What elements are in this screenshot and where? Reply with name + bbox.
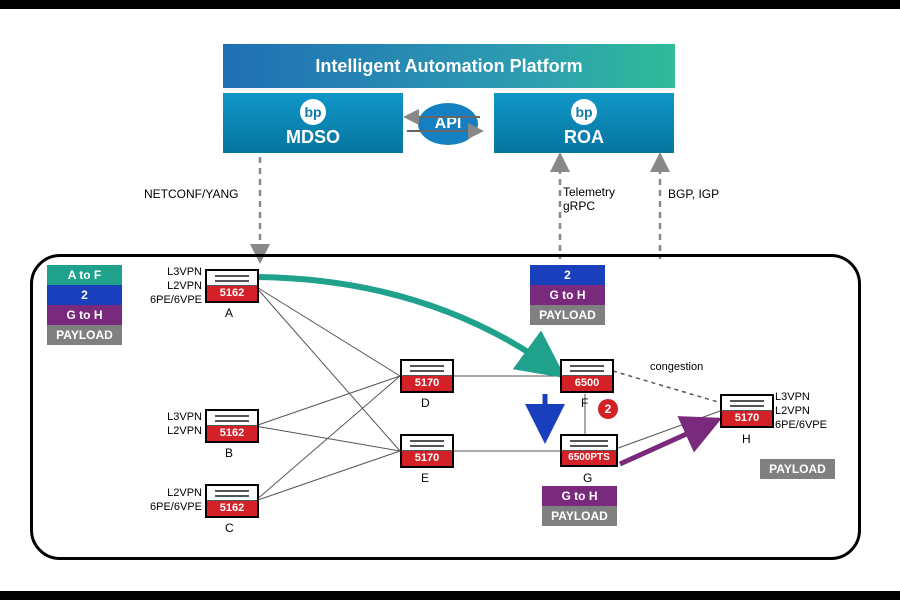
legend-row: PAYLOAD bbox=[542, 506, 617, 526]
router-num: 6500 bbox=[562, 376, 612, 391]
router-num: 6500PTS bbox=[562, 451, 616, 465]
roa-label: ROA bbox=[564, 127, 604, 148]
legend-row: PAYLOAD bbox=[47, 325, 122, 345]
router-g-name: G bbox=[583, 471, 592, 485]
router-a: 5162 bbox=[205, 269, 259, 303]
router-d: 5170 bbox=[400, 359, 454, 393]
router-num: 5170 bbox=[402, 451, 452, 466]
legend-row: PAYLOAD bbox=[530, 305, 605, 325]
congestion-label: congestion bbox=[650, 361, 703, 373]
legend-bottom-right: PAYLOAD bbox=[760, 459, 835, 479]
router-d-name: D bbox=[421, 396, 430, 410]
router-c: 5162 bbox=[205, 484, 259, 518]
mdso-label: MDSO bbox=[286, 127, 340, 148]
router-num: 5170 bbox=[402, 376, 452, 391]
router-num: 5170 bbox=[722, 411, 772, 426]
router-g: 6500PTS bbox=[560, 434, 618, 467]
router-b-name: B bbox=[225, 446, 233, 460]
netconf-label: NETCONF/YANG bbox=[144, 187, 238, 201]
legend-row: 2 bbox=[530, 265, 605, 285]
router-num: 5162 bbox=[207, 501, 257, 516]
legend-row: G to H bbox=[530, 285, 605, 305]
router-h: 5170 bbox=[720, 394, 774, 428]
mdso-module: bp MDSO bbox=[223, 93, 403, 153]
bgp-label: BGP, IGP bbox=[668, 187, 719, 201]
api-oval: API bbox=[418, 103, 478, 145]
roa-module: bp ROA bbox=[494, 93, 674, 153]
router-f-name: F bbox=[581, 396, 588, 410]
platform-title: Intelligent Automation Platform bbox=[223, 44, 675, 88]
router-num: 5162 bbox=[207, 286, 257, 301]
legend-top-right: 2 G to H PAYLOAD bbox=[530, 265, 605, 325]
router-b-labels: L3VPN L2VPN bbox=[147, 410, 202, 438]
legend-left: A to F 2 G to H PAYLOAD bbox=[47, 265, 122, 345]
router-c-name: C bbox=[225, 521, 234, 535]
router-c-labels: L2VPN 6PE/6VPE bbox=[147, 486, 202, 514]
router-b: 5162 bbox=[205, 409, 259, 443]
legend-row: PAYLOAD bbox=[760, 459, 835, 479]
router-a-labels: L3VPN L2VPN 6PE/6VPE bbox=[147, 265, 202, 307]
router-h-name: H bbox=[742, 432, 751, 446]
legend-row: G to H bbox=[47, 305, 122, 325]
legend-row: G to H bbox=[542, 486, 617, 506]
router-num: 5162 bbox=[207, 426, 257, 441]
router-e-name: E bbox=[421, 471, 429, 485]
router-a-name: A bbox=[225, 306, 233, 320]
bp-logo-icon: bp bbox=[571, 99, 597, 125]
router-e: 5170 bbox=[400, 434, 454, 468]
legend-bottom-mid: G to H PAYLOAD bbox=[542, 486, 617, 526]
router-f: 6500 bbox=[560, 359, 614, 393]
router-h-labels: L3VPN L2VPN 6PE/6VPE bbox=[775, 390, 835, 432]
telemetry-label: Telemetry gRPC bbox=[563, 185, 615, 213]
badge-2: 2 bbox=[598, 399, 618, 419]
bp-logo-icon: bp bbox=[300, 99, 326, 125]
legend-row: 2 bbox=[47, 285, 122, 305]
legend-row: A to F bbox=[47, 265, 122, 285]
